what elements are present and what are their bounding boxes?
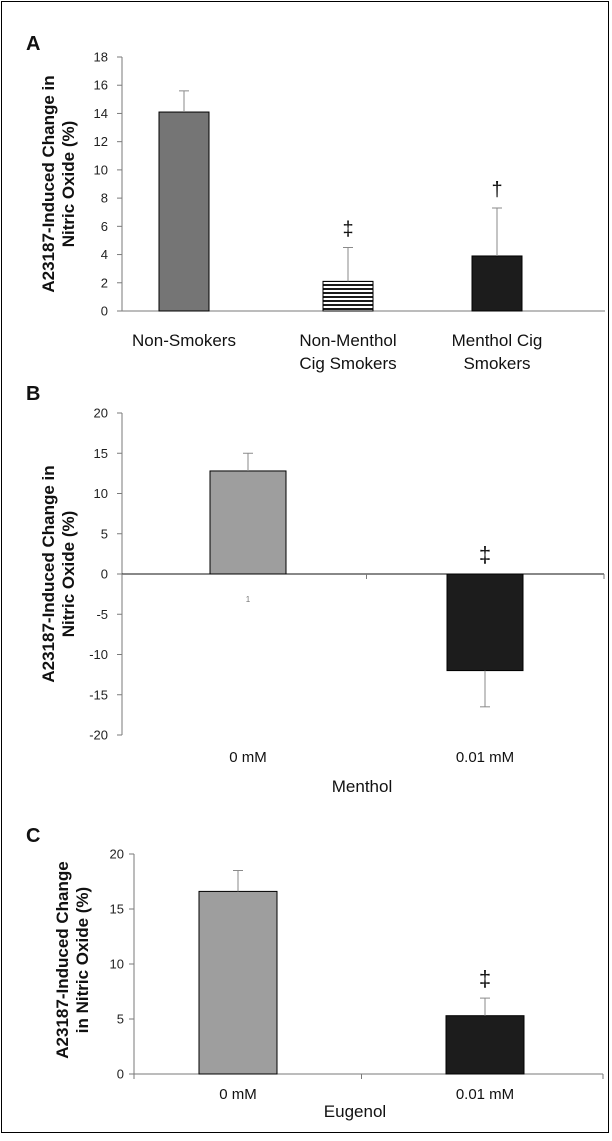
- panel-a-significance-marker: ‡: [342, 219, 353, 241]
- panel-c-y-tick-label: 0: [117, 1067, 124, 1082]
- panel-c-ylabel-line1: A23187-Induced Change: [53, 861, 72, 1058]
- panel-c-bar: [445, 1015, 525, 1075]
- panel-a-plot: 0 2 4 6 8 10 12 14 16 18 Non-Smokers ‡ Non-Menthol Ci…: [94, 50, 605, 373]
- panel-b-y-tick-label: 10: [94, 486, 108, 501]
- panel-b-ylabel-line1: A23187-Induced Change in: [39, 465, 58, 682]
- panel-a-y-tick-label: 4: [101, 247, 108, 262]
- panel-b-xlabel: Menthol: [332, 777, 392, 796]
- panel-b-y-tick-label: 5: [101, 526, 108, 541]
- panel-c-plot: 0 5 10 15 20 0 mM ‡ 0.01 mM: [110, 847, 604, 1103]
- panel-a-y-tick-label: 14: [94, 106, 108, 121]
- panel-a-bar: [158, 111, 210, 312]
- panel-b-y-tick-label: 15: [94, 446, 108, 461]
- panel-a-category-label: Cig Smokers: [299, 354, 396, 373]
- panel-c-y-tick-label: 15: [110, 902, 124, 917]
- panel-a-y-tick-label: 0: [101, 304, 108, 319]
- panel-a-category-label: Non-Smokers: [132, 331, 236, 350]
- panel-a-significance-marker: †: [491, 179, 502, 201]
- panel-b-category-label: 0 mM: [229, 749, 267, 766]
- panel-a-y-tick-label: 18: [94, 50, 108, 65]
- panel-c-category-label: 0 mM: [219, 1086, 257, 1103]
- panel-a-y-tick-label: 8: [101, 191, 108, 206]
- panel-b: B A23187-Induced Change in Nitric Oxide …: [26, 383, 605, 796]
- panel-a-bar: [471, 255, 523, 312]
- panel-c-y-tick-label: 20: [110, 847, 124, 862]
- panel-b-y-tick-label: 20: [94, 406, 108, 421]
- panel-a-category-label: Smokers: [463, 354, 530, 373]
- panel-b-bar: [446, 573, 524, 672]
- panel-a-category-label: Menthol Cig: [452, 331, 543, 350]
- panel-b-category-label: 0.01 mM: [456, 749, 514, 766]
- panel-c: C A23187-Induced Change in Nitric Oxide …: [26, 825, 604, 1121]
- panel-c-y-tick-label: 10: [110, 957, 124, 972]
- panel-a-category-label: Non-Menthol: [299, 331, 396, 350]
- panel-b-ylabel-line2: Nitric Oxide (%): [59, 511, 78, 638]
- panel-a-y-tick-label: 2: [101, 275, 108, 290]
- panel-b-y-tick-label: -5: [96, 607, 108, 622]
- panel-b-y-tick-label: 0: [101, 567, 108, 582]
- panel-a-ylabel-line1: A23187-Induced Change in: [39, 75, 58, 292]
- panel-c-letter: C: [26, 825, 40, 847]
- panel-a-y-tick-label: 16: [94, 78, 108, 93]
- panel-b-letter: B: [26, 383, 40, 405]
- panel-b-stray-label: 1: [246, 595, 251, 604]
- panel-b-y-tick-label: -10: [89, 647, 108, 662]
- panel-b-bar: [209, 470, 287, 575]
- panel-a-y-tick-label: 6: [101, 219, 108, 234]
- panel-a-y-tick-label: 12: [94, 134, 108, 149]
- panel-c-xlabel: Eugenol: [324, 1102, 386, 1121]
- panel-a-ylabel-line2: Nitric Oxide (%): [59, 121, 78, 248]
- panel-b-y-tick-label: -20: [89, 728, 108, 743]
- panel-c-category-label: 0.01 mM: [456, 1086, 514, 1103]
- panel-c-ylabel-line2: in Nitric Oxide (%): [73, 887, 92, 1033]
- panel-a-y-tick-label: 10: [94, 162, 108, 177]
- panel-b-significance-marker: ‡: [479, 542, 491, 567]
- panel-b-plot: -20 -15 -10 -5 0 5 10 15 20 0 mM ‡ 0.01 mM 1: [89, 406, 605, 766]
- panel-b-y-tick-label: -15: [89, 687, 108, 702]
- panel-a: A A23187-Induced Change in Nitric Oxide …: [26, 33, 605, 373]
- panel-c-significance-marker: ‡: [479, 966, 491, 991]
- panel-c-y-tick-label: 5: [117, 1012, 124, 1027]
- panel-a-letter: A: [26, 33, 40, 55]
